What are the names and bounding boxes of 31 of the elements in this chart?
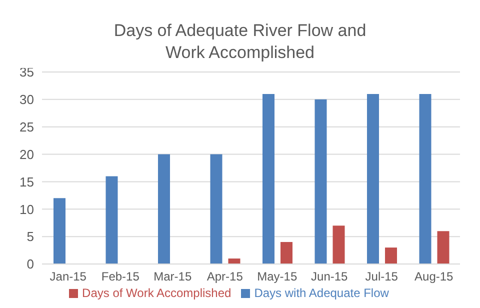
y-tick-label: 10 [20, 202, 34, 217]
bar [384, 248, 397, 264]
bar [53, 198, 66, 264]
x-tick-label: Mar-15 [154, 270, 192, 284]
y-tick-label: 5 [26, 229, 34, 244]
y-tick-label: 0 [26, 256, 34, 272]
x-tick-label: Jun-15 [311, 270, 348, 284]
x-tick-label: Jul-15 [365, 270, 398, 284]
bar [314, 99, 327, 264]
bar [280, 242, 292, 264]
bar [332, 226, 345, 264]
bar [262, 94, 274, 264]
x-tick-label: Feb-15 [101, 270, 140, 284]
y-tick-label: 20 [20, 146, 34, 162]
y-tick-label: 25 [20, 119, 34, 134]
bar [437, 231, 450, 264]
bar [158, 154, 170, 264]
x-tick-label: Jan-15 [50, 270, 87, 284]
bar [210, 154, 222, 264]
legend-label: Days of Work Accomplished [82, 286, 232, 300]
bar [419, 94, 432, 264]
bar [228, 258, 240, 264]
chart-title: Days of Adequate River Flow and Work Accomplished [112, 20, 368, 64]
legend-label: Days with Adequate Flow [254, 286, 389, 300]
y-tick-label: 15 [20, 174, 34, 190]
x-tick-label: Apr-15 [206, 270, 244, 284]
y-tick-label: 30 [20, 92, 34, 108]
x-tick-label: May-15 [257, 270, 298, 284]
bar [106, 176, 118, 264]
bar [366, 94, 379, 264]
x-tick-label: Aug-15 [414, 270, 454, 284]
